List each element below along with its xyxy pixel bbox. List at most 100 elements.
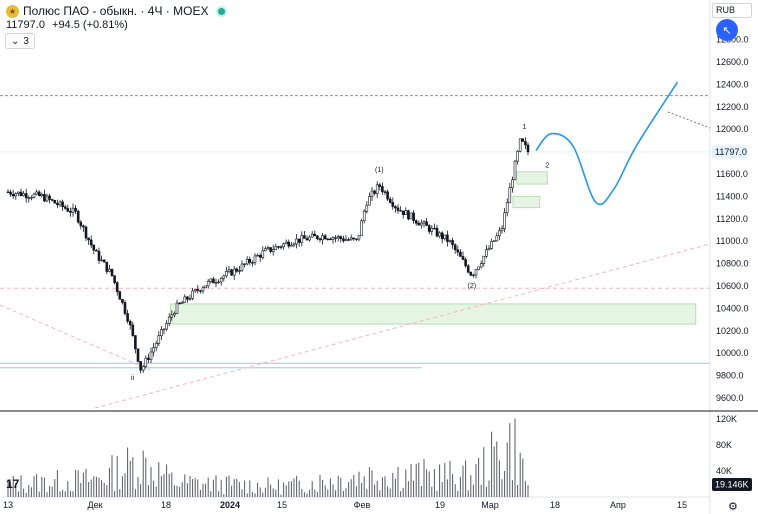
candle [183, 294, 187, 303]
candle-body [409, 212, 413, 220]
candle-body [323, 235, 327, 240]
candle-body [147, 357, 150, 360]
symbol-title-row[interactable]: ★ Полюс ПАО - обыкн. · 4Ч · MOEX [6, 4, 228, 18]
candle [292, 242, 296, 248]
chart-header: ★ Полюс ПАО - обыкн. · 4Ч · MOEX 11797.0… [0, 0, 710, 50]
candle-body [500, 228, 504, 232]
candle-body [383, 191, 387, 193]
candle [178, 302, 181, 305]
candle-body [399, 210, 402, 212]
candle [303, 230, 306, 239]
candle-body [27, 197, 31, 199]
candle [381, 182, 384, 195]
candle [396, 204, 400, 214]
candle-body [352, 237, 356, 240]
candle [193, 288, 197, 293]
candle-body [513, 160, 517, 181]
candle [58, 200, 62, 208]
symbol-title[interactable]: Полюс ПАО - обыкн. · 4Ч · MOEX [23, 4, 209, 18]
candle [160, 326, 163, 340]
candle [329, 237, 332, 241]
candle-body [204, 285, 207, 289]
candle-body [331, 237, 335, 240]
candle-body [251, 262, 254, 264]
candle-body [381, 186, 384, 193]
volume-tick-2: 40K [716, 466, 732, 476]
candle-body [199, 290, 202, 292]
candle [66, 204, 70, 213]
wave-label-1: (2) [468, 283, 477, 290]
candle [310, 231, 314, 238]
candle-body [492, 240, 496, 242]
candle [108, 264, 111, 273]
candle [342, 235, 345, 243]
candle-body [318, 238, 322, 241]
candle-body [282, 243, 285, 248]
candle-body [391, 202, 395, 207]
candle-body [362, 210, 366, 222]
candle-body [110, 268, 114, 276]
candle [339, 235, 343, 243]
candle [378, 182, 382, 191]
candle-body [14, 193, 18, 197]
candle [217, 279, 220, 284]
candle [336, 234, 340, 242]
candle-body [433, 227, 436, 230]
candle-body [97, 250, 101, 261]
candle [375, 181, 379, 198]
candle-body [305, 238, 309, 241]
candle [284, 239, 288, 245]
candle [79, 220, 83, 230]
candle [82, 224, 85, 232]
candle [420, 219, 423, 229]
candle-body [355, 238, 358, 240]
wave-label-0: (1) [375, 167, 384, 174]
candle [76, 209, 80, 224]
gear-icon[interactable]: ⚙ [728, 501, 738, 513]
candle [256, 253, 259, 257]
candle-body [459, 251, 462, 257]
candle-body [336, 236, 340, 239]
candle [45, 193, 49, 203]
last-price-label: 11797.0 [715, 147, 747, 157]
candle [212, 276, 215, 284]
candle-body [479, 263, 483, 268]
candle [251, 260, 254, 267]
candle [30, 195, 33, 201]
candle-body [144, 357, 148, 367]
candle [518, 138, 522, 153]
candle-body [308, 236, 311, 241]
last-price: 11797.0 [6, 19, 45, 31]
candle [461, 251, 465, 261]
candle-body [214, 282, 218, 284]
indicators-toggle-button[interactable]: ⌄ 3 [5, 33, 35, 49]
trendline-right [667, 111, 711, 129]
candle [92, 244, 96, 255]
candle [27, 195, 31, 203]
candle [144, 355, 148, 369]
candle [134, 335, 137, 354]
currency-button[interactable]: RUB [712, 3, 752, 18]
candle [165, 320, 168, 331]
candle-body [279, 246, 283, 248]
candle-body [414, 220, 418, 224]
candle [357, 235, 361, 242]
candle [139, 361, 142, 374]
tradingview-logo-icon[interactable]: 17 [6, 477, 20, 491]
candle [271, 244, 275, 256]
candle [37, 190, 41, 197]
candle [209, 278, 213, 284]
candle [121, 298, 124, 305]
market-status-icon[interactable] [216, 5, 228, 17]
candle-body [508, 187, 512, 204]
candle-body [524, 141, 527, 146]
chevron-down-icon: ⌄ [11, 35, 20, 47]
candle-body [297, 238, 301, 243]
candle [323, 233, 327, 240]
cursor-mode-icon[interactable]: ↖ [716, 19, 738, 41]
candle-body [339, 236, 343, 239]
candle-body [167, 316, 171, 324]
candle-body [126, 313, 129, 322]
candle-body [79, 221, 83, 227]
